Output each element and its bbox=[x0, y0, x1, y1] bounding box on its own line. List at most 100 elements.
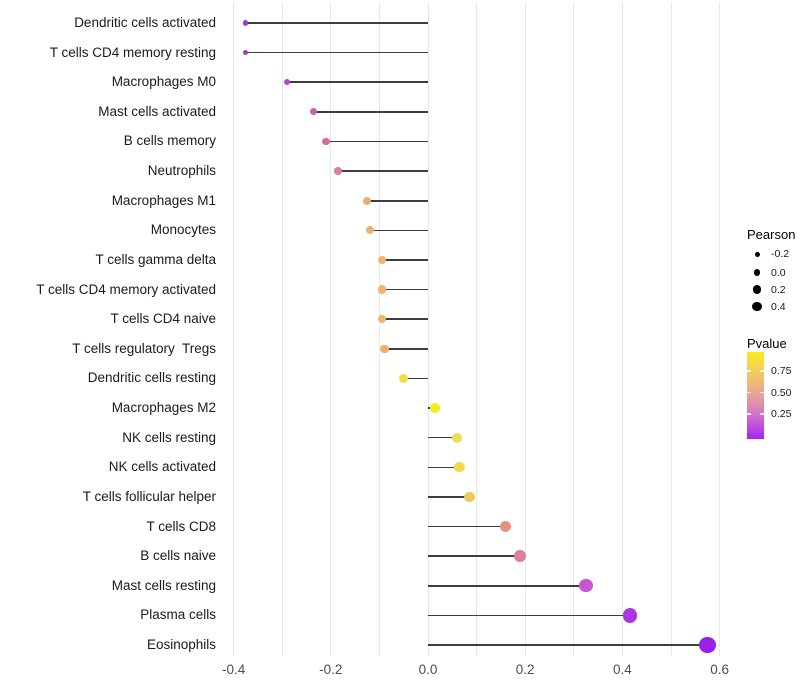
y-axis-label: Mast cells activated bbox=[98, 103, 216, 119]
y-axis-label: NK cells resting bbox=[122, 429, 216, 445]
lollipop-dot bbox=[622, 608, 637, 623]
lollipop-dot bbox=[363, 196, 372, 205]
x-tick-label: -0.2 bbox=[319, 662, 343, 677]
colorbar-tick-mark bbox=[747, 391, 751, 394]
gridline bbox=[621, 2, 623, 656]
lollipop-stem bbox=[325, 140, 428, 143]
y-axis-label: Macrophages M0 bbox=[111, 74, 216, 90]
colorbar-tick-mark bbox=[747, 370, 751, 372]
gridline bbox=[719, 2, 721, 656]
lollipop-stem bbox=[287, 81, 428, 84]
gridline bbox=[524, 2, 526, 656]
gridline bbox=[573, 2, 575, 656]
size-legend-title: Pearson bbox=[747, 227, 796, 242]
lollipop-dot bbox=[377, 255, 387, 265]
y-axis-label: T cells CD8 bbox=[146, 518, 216, 534]
x-tick-label: 0.6 bbox=[710, 662, 729, 677]
colorbar-tick-mark bbox=[760, 370, 764, 372]
lollipop-stem bbox=[381, 318, 428, 320]
lollipop-stem bbox=[313, 111, 428, 113]
y-axis-label: Macrophages M2 bbox=[111, 400, 216, 416]
lollipop-stem bbox=[369, 229, 428, 232]
lollipop-stem bbox=[245, 51, 428, 54]
lollipop-dot bbox=[452, 432, 463, 443]
size-legend-dot bbox=[753, 269, 761, 276]
y-axis-label: B cells memory bbox=[123, 133, 216, 149]
pvalue-colorbar bbox=[747, 352, 764, 439]
lollipop-dot bbox=[430, 403, 441, 413]
lollipop-dot bbox=[399, 373, 409, 383]
lollipop-stem bbox=[428, 466, 460, 469]
lollipop-dot bbox=[243, 20, 249, 26]
y-axis-label: Dendritic cells activated bbox=[74, 15, 216, 30]
y-axis-label: NK cells activated bbox=[108, 459, 216, 475]
lollipop-stem bbox=[428, 525, 506, 528]
y-axis-label: Dendritic cells resting bbox=[87, 370, 216, 386]
colorbar-tick-label: 0.25 bbox=[771, 408, 792, 420]
size-legend-dot bbox=[754, 251, 760, 257]
lollipop-dot bbox=[579, 579, 593, 593]
gridline bbox=[476, 2, 478, 656]
lollipop-stem bbox=[338, 170, 428, 172]
gridline bbox=[330, 2, 332, 656]
size-legend-dot bbox=[752, 285, 762, 294]
lollipop-stem bbox=[245, 22, 428, 24]
size-legend-label: 0.2 bbox=[771, 283, 786, 296]
y-axis-label: T cells CD4 naive bbox=[110, 311, 216, 327]
lollipop-dot bbox=[283, 79, 291, 86]
size-legend-label: 0.0 bbox=[771, 266, 786, 279]
y-axis-label: Monocytes bbox=[150, 222, 216, 238]
gridline bbox=[378, 2, 380, 656]
y-axis-label: B cells naive bbox=[140, 548, 216, 564]
lollipop-dot bbox=[243, 49, 249, 56]
y-axis-label: T cells gamma delta bbox=[95, 251, 216, 267]
lollipop-dot bbox=[377, 285, 387, 294]
gridline bbox=[281, 2, 283, 656]
lollipop-dot bbox=[365, 226, 374, 235]
y-axis-label: T cells follicular helper bbox=[82, 488, 216, 504]
lollipop-stem bbox=[428, 555, 521, 557]
lollipop-stem bbox=[381, 288, 428, 291]
colorbar-tick-label: 0.75 bbox=[771, 365, 792, 377]
colorbar-tick-mark bbox=[760, 391, 764, 394]
lollipop-stem bbox=[428, 614, 630, 617]
y-axis-label: T cells CD4 memory resting bbox=[49, 44, 216, 60]
y-axis-label: T cells CD4 memory activated bbox=[36, 281, 216, 297]
gridline bbox=[670, 2, 672, 656]
lollipop-stem bbox=[403, 377, 428, 380]
y-axis-label: T cells regulatory Tregs bbox=[72, 340, 216, 356]
y-axis-label: Neutrophils bbox=[147, 163, 216, 179]
lollipop-stem bbox=[428, 584, 586, 587]
lollipop-dot bbox=[377, 314, 387, 324]
lollipop-dot bbox=[334, 167, 342, 175]
y-axis-label: Mast cells resting bbox=[111, 577, 216, 593]
lollipop-dot bbox=[322, 137, 330, 146]
size-legend-dot bbox=[752, 301, 762, 312]
size-legend-label: -0.2 bbox=[771, 248, 790, 260]
x-tick-label: 0.0 bbox=[418, 662, 438, 677]
gridline bbox=[233, 2, 235, 656]
lollipop-stem bbox=[384, 348, 428, 350]
lollipop-dot bbox=[454, 462, 465, 473]
x-tick-label: -0.4 bbox=[221, 662, 246, 677]
colorbar-tick-mark bbox=[747, 413, 751, 415]
lollipop-stem bbox=[428, 496, 470, 498]
lollipop-dot bbox=[464, 491, 475, 503]
y-axis-label: Eosinophils bbox=[146, 637, 216, 653]
lollipop-dot bbox=[500, 520, 512, 533]
lollipop-stem bbox=[428, 644, 708, 646]
y-axis-label: Plasma cells bbox=[140, 607, 216, 623]
x-tick-label: 0.4 bbox=[613, 662, 632, 677]
colorbar-tick-mark bbox=[760, 413, 764, 415]
lollipop-dot bbox=[514, 550, 527, 563]
y-axis-label: Macrophages M1 bbox=[111, 192, 216, 208]
lollipop-dot bbox=[310, 108, 318, 116]
colorbar-tick-label: 0.50 bbox=[771, 386, 792, 399]
color-legend-title: Pvalue bbox=[747, 336, 787, 351]
lollipop-stem bbox=[367, 199, 428, 202]
lollipop-stem bbox=[381, 259, 428, 261]
x-tick-label: 0.2 bbox=[515, 662, 535, 677]
lollipop-stem bbox=[428, 436, 458, 439]
gridline bbox=[427, 2, 429, 656]
